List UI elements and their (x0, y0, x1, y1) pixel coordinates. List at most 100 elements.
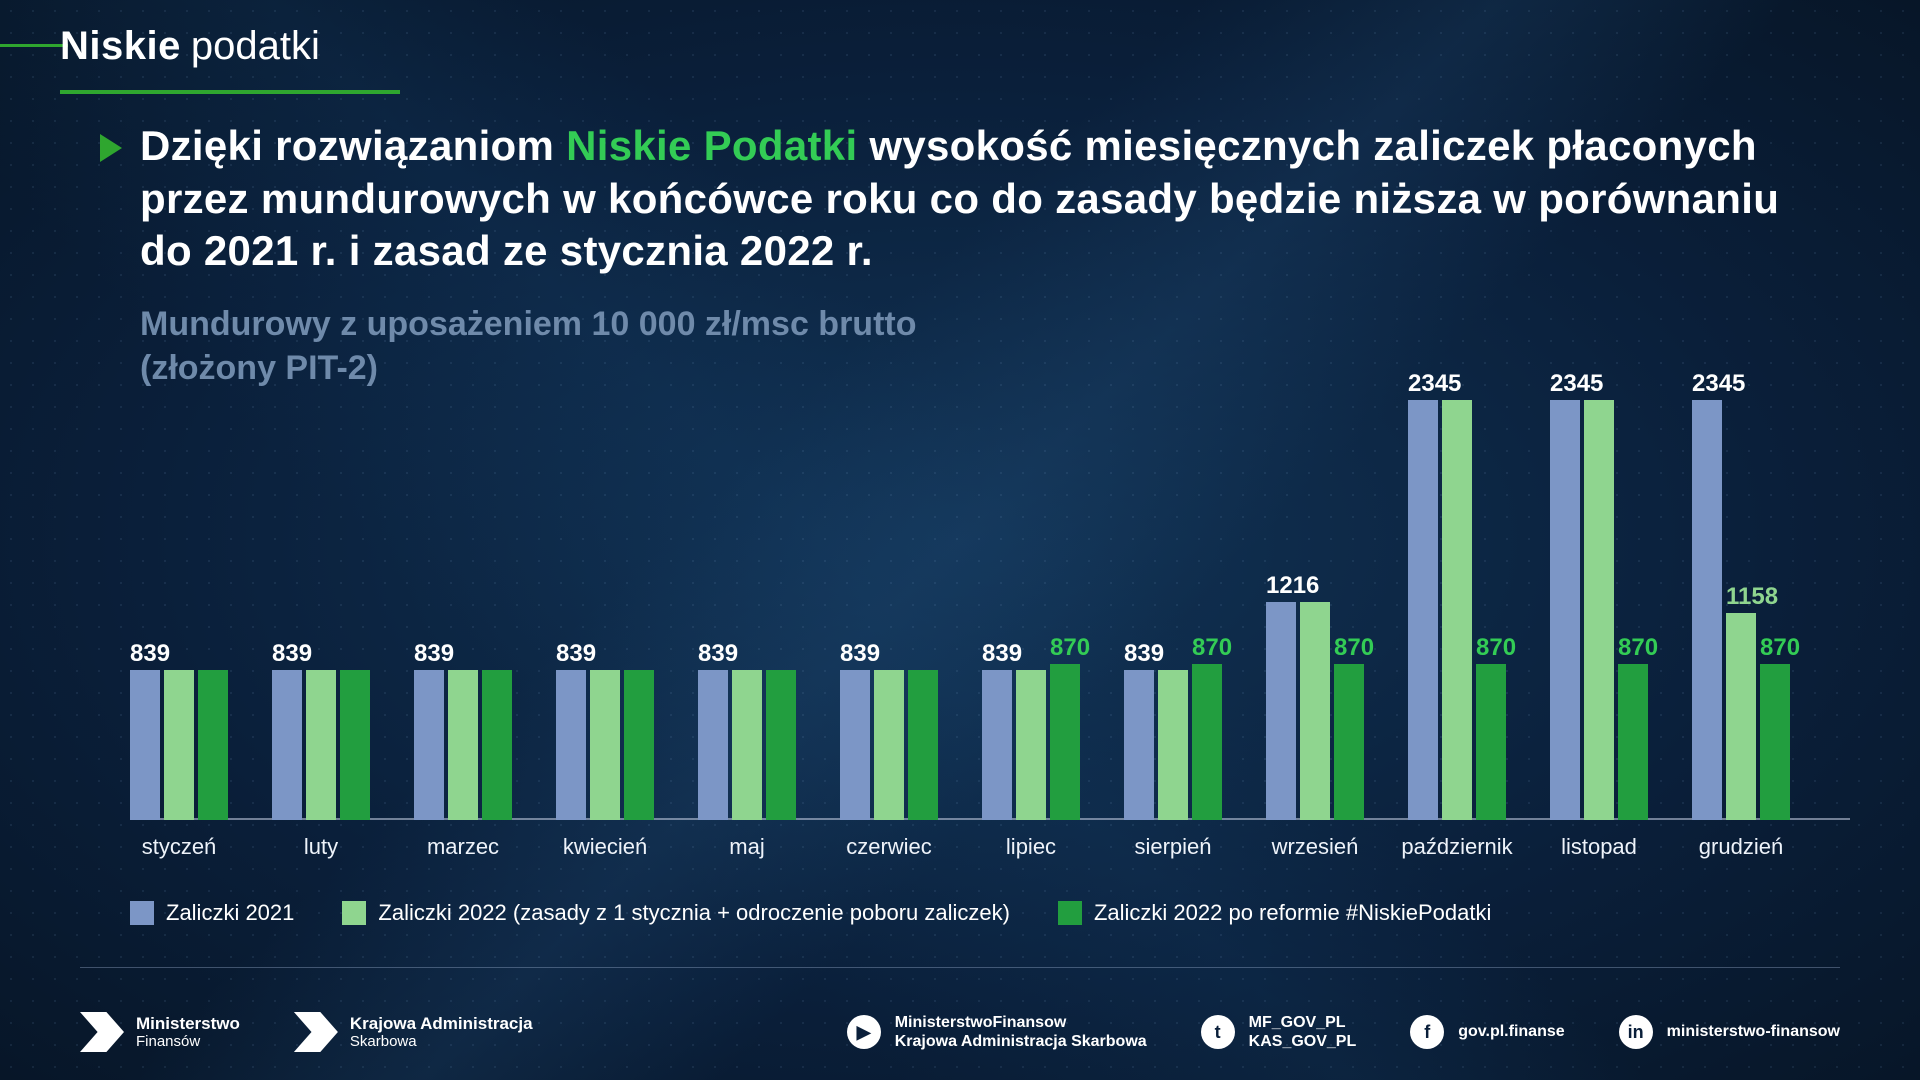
legend-item: Zaliczki 2021 (130, 900, 294, 926)
legend-label: Zaliczki 2022 po reformie #NiskiePodatki (1094, 900, 1491, 926)
bar (1016, 670, 1046, 820)
bar-value-label: 839 (556, 640, 586, 668)
bar-value-label: 2345 (1692, 370, 1722, 398)
bar (164, 670, 194, 820)
bar (340, 670, 370, 820)
footer-org-line1: Ministerstwo (136, 1014, 240, 1034)
bar-group: 839870sierpień (1124, 664, 1222, 820)
linkedin-icon: in (1619, 1015, 1653, 1049)
bar-value-label: 839 (272, 640, 302, 668)
legend-swatch (1058, 901, 1082, 925)
bar-value-label: 870 (1760, 634, 1790, 662)
footer-social-text: gov.pl.finanse (1458, 1022, 1564, 1041)
bar-value-label: 1216 (1266, 572, 1296, 600)
bar-value-label: 839 (130, 640, 160, 668)
chart: 839styczeń839luty839marzec839kwiecień839… (130, 400, 1850, 880)
bar-value-label: 870 (1618, 634, 1648, 662)
brand-light: podatki (191, 24, 320, 69)
footer-social-line2: Krajowa Administracja Skarbowa (895, 1032, 1147, 1051)
bar-value-label: 839 (1124, 640, 1154, 668)
footer-org-text: Krajowa AdministracjaSkarbowa (350, 1014, 533, 1051)
bar (1300, 602, 1330, 820)
bar-group: 839maj (698, 670, 796, 820)
x-axis-label: kwiecień (525, 834, 685, 860)
bar: 870 (1334, 664, 1364, 820)
bar: 2345 (1408, 400, 1438, 820)
play-bullet-icon (100, 134, 122, 162)
bar (624, 670, 654, 820)
bar-group: 839luty (272, 670, 370, 820)
bar: 839 (982, 670, 1012, 820)
x-axis-label: czerwiec (809, 834, 969, 860)
bar: 1216 (1266, 602, 1296, 820)
footer-social-line1: MF_GOV_PL (1249, 1013, 1357, 1032)
bar-group: 23451158870grudzień (1692, 400, 1790, 820)
footer-social-line1: gov.pl.finanse (1458, 1022, 1564, 1041)
bar-value-label: 839 (982, 640, 1012, 668)
headline-pre: Dzięki rozwiązaniom (140, 122, 566, 169)
footer: MinisterstwoFinansów Krajowa Administracj… (80, 1012, 1840, 1052)
x-axis-label: październik (1377, 834, 1537, 860)
mf-logo-icon (80, 1012, 124, 1052)
bar-value-label: 870 (1476, 634, 1506, 662)
footer-org-line2: Finansów (136, 1033, 240, 1050)
bar (908, 670, 938, 820)
footer-social-line1: ministerstwo-finansow (1667, 1022, 1840, 1041)
bar-group: 839marzec (414, 670, 512, 820)
bar-group: 839styczeń (130, 670, 228, 820)
legend-label: Zaliczki 2022 (zasady z 1 stycznia + odr… (378, 900, 1010, 926)
brand-arrow-line (0, 44, 68, 47)
bar: 839 (840, 670, 870, 820)
footer-social: in ministerstwo-finansow (1619, 1015, 1840, 1049)
bar (1158, 670, 1188, 820)
footer-separator (80, 967, 1840, 968)
bar-value-label: 870 (1192, 634, 1222, 662)
bar: 870 (1476, 664, 1506, 820)
bar-value-label: 839 (840, 640, 870, 668)
youtube-icon: ▶ (847, 1015, 881, 1049)
legend-item: Zaliczki 2022 po reformie #NiskiePodatki (1058, 900, 1491, 926)
x-axis-label: luty (241, 834, 401, 860)
footer-org-text: MinisterstwoFinansów (136, 1014, 240, 1051)
bar-value-label: 839 (698, 640, 728, 668)
footer-org-line1: Krajowa Administracja (350, 1014, 533, 1034)
legend-item: Zaliczki 2022 (zasady z 1 stycznia + odr… (342, 900, 1010, 926)
bar (766, 670, 796, 820)
bar (482, 670, 512, 820)
brand-underline (60, 90, 400, 94)
bar: 870 (1050, 664, 1080, 820)
bar: 839 (1124, 670, 1154, 820)
bar: 2345 (1550, 400, 1580, 820)
twitter-icon: t (1201, 1015, 1235, 1049)
bar-group: 839czerwiec (840, 670, 938, 820)
bar: 870 (1618, 664, 1648, 820)
footer-social: ▶ MinisterstwoFinansowKrajowa Administrac… (847, 1013, 1147, 1051)
bar-value-label: 2345 (1408, 370, 1438, 398)
footer-org-line2: Skarbowa (350, 1033, 533, 1050)
brand-logo: Niskie podatki (60, 24, 320, 69)
x-axis-label: styczeń (99, 834, 259, 860)
footer-social-text: MinisterstwoFinansowKrajowa Administracj… (895, 1013, 1147, 1051)
footer-social: tMF_GOV_PLKAS_GOV_PL (1201, 1013, 1357, 1051)
bar (1584, 400, 1614, 820)
x-axis-label: maj (667, 834, 827, 860)
bar: 839 (130, 670, 160, 820)
headline-accent: Niskie Podatki (566, 122, 857, 169)
footer-social-line1: MinisterstwoFinansow (895, 1013, 1147, 1032)
footer-org: Krajowa AdministracjaSkarbowa (294, 1012, 533, 1052)
kas-logo-icon (294, 1012, 338, 1052)
bar: 1158 (1726, 613, 1756, 820)
bar (874, 670, 904, 820)
footer-social-text: ministerstwo-finansow (1667, 1022, 1840, 1041)
footer-social: f gov.pl.finanse (1410, 1015, 1564, 1049)
legend-swatch (130, 901, 154, 925)
bar-value-label: 1158 (1726, 583, 1756, 611)
headline: Dzięki rozwiązaniom Niskie Podatki wysok… (140, 120, 1820, 278)
headline-block: Dzięki rozwiązaniom Niskie Podatki wysok… (100, 120, 1820, 390)
bar (306, 670, 336, 820)
bar-group: 2345870październik (1408, 400, 1506, 820)
bar: 839 (556, 670, 586, 820)
x-axis-label: listopad (1519, 834, 1679, 860)
bar: 839 (698, 670, 728, 820)
facebook-icon: f (1410, 1015, 1444, 1049)
